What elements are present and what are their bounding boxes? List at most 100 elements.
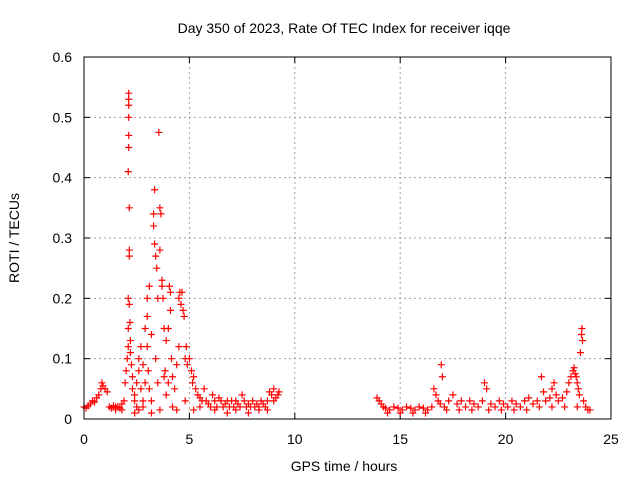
data-point (275, 388, 283, 396)
data-point (145, 282, 153, 290)
data-point (158, 276, 166, 284)
data-point (510, 406, 518, 414)
data-point (156, 246, 164, 254)
data-point (158, 282, 166, 290)
data-point (487, 400, 495, 408)
tick-labels: 0 5 10 15 20 25 0 0.1 0.2 0.3 0.4 0.5 0.6 (53, 49, 619, 447)
data-point (508, 397, 516, 405)
data-point (381, 404, 389, 412)
data-point (153, 264, 161, 272)
data-point (180, 312, 188, 320)
data-point (586, 406, 594, 414)
data-point (145, 385, 153, 393)
data-point (125, 300, 133, 308)
data-point (125, 131, 133, 139)
data-point (533, 397, 541, 405)
data-point (125, 113, 133, 121)
data-point (112, 403, 120, 411)
x-tick-label: 10 (287, 431, 303, 447)
data-point (403, 403, 411, 411)
data-point (535, 403, 543, 411)
data-point (182, 343, 190, 351)
data-point (529, 400, 537, 408)
data-point (161, 367, 169, 375)
data-point (123, 355, 131, 363)
data-point (540, 388, 548, 396)
data-point (125, 95, 133, 103)
data-point (166, 306, 174, 314)
data-point (156, 406, 164, 414)
data-point (139, 397, 147, 405)
data-point (152, 355, 160, 363)
data-point (497, 406, 505, 414)
data-point (274, 391, 282, 399)
chart-title: Day 350 of 2023, Rate Of TEC Index for r… (178, 20, 511, 36)
data-point (171, 385, 179, 393)
data-point (523, 406, 531, 414)
data-point (457, 397, 465, 405)
data-point (125, 101, 133, 109)
data-point (270, 397, 278, 405)
data-point (232, 406, 240, 414)
data-point (483, 385, 491, 393)
data-point (166, 288, 174, 296)
data-point (125, 204, 133, 212)
data-point (126, 318, 134, 326)
data-point (190, 406, 198, 414)
data-point (206, 403, 214, 411)
data-point (565, 379, 573, 387)
data-point (438, 373, 446, 381)
data-point (144, 367, 152, 375)
data-point (268, 391, 276, 399)
data-point (175, 343, 183, 351)
data-point (481, 379, 489, 387)
data-point (178, 288, 186, 296)
data-point (143, 312, 151, 320)
data-point (151, 186, 159, 194)
x-tick-label: 0 (80, 431, 88, 447)
data-point (430, 385, 438, 393)
data-point (135, 355, 143, 363)
data-point (576, 349, 584, 357)
data-point (577, 331, 585, 339)
plot-frame (83, 56, 612, 420)
data-point (537, 373, 545, 381)
data-point (151, 240, 159, 248)
data-point (491, 403, 499, 411)
grid (84, 57, 611, 419)
data-point (125, 252, 133, 260)
data-point (263, 406, 271, 414)
data-point (211, 397, 219, 405)
data-point (91, 398, 99, 406)
data-point (552, 391, 560, 399)
data-point (131, 397, 139, 405)
data-point (133, 379, 141, 387)
data-point (131, 391, 139, 399)
data-point (263, 397, 271, 405)
data-point (563, 388, 571, 396)
data-point (162, 391, 170, 399)
data-point (390, 403, 398, 411)
data-point (478, 397, 486, 405)
data-point (179, 306, 187, 314)
data-point (192, 385, 200, 393)
data-point (474, 403, 482, 411)
x-tick-label: 20 (498, 431, 514, 447)
data-points (80, 89, 594, 417)
y-tick-label: 0 (64, 411, 72, 427)
data-point (548, 385, 556, 393)
y-tick-label: 0.4 (53, 170, 73, 186)
data-point (175, 294, 183, 302)
data-point (157, 210, 165, 218)
data-point (124, 343, 132, 351)
data-point (421, 409, 429, 417)
data-point (571, 370, 579, 378)
data-point (150, 210, 158, 218)
data-point (125, 144, 133, 151)
data-point (504, 403, 512, 411)
data-point (150, 222, 158, 230)
data-point (516, 403, 524, 411)
data-point (236, 403, 244, 411)
data-point (147, 397, 155, 405)
data-point (244, 409, 252, 417)
